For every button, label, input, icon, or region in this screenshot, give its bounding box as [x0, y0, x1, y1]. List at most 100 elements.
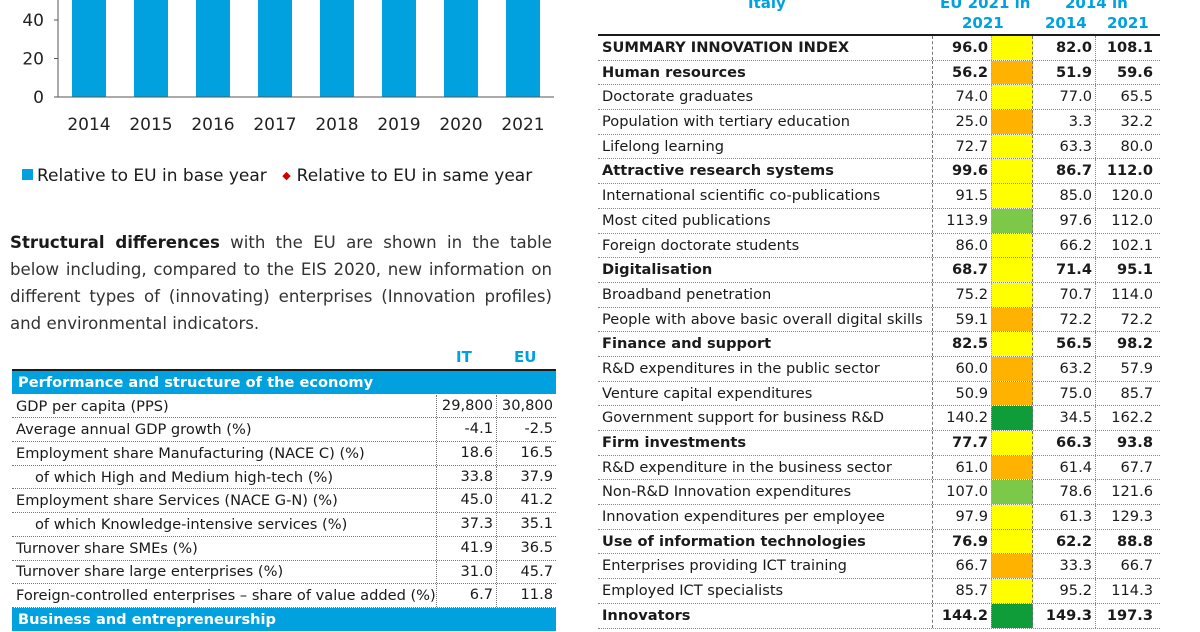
indicator-row: R&D expenditures in the public sector 60.… [598, 356, 1160, 382]
x-tick-2018: 2018 [315, 115, 358, 135]
indicator-label: Employed ICT specialists [602, 582, 784, 600]
indicator-label: Population with tertiary education [602, 113, 851, 131]
structure-row: Turnover share large enterprises (%) 31.0… [12, 560, 556, 585]
x-tick-2019: 2019 [377, 115, 420, 135]
structure-row-it-value: 18.6 [436, 442, 496, 465]
structure-row-eu-value: 45.7 [496, 560, 556, 584]
performance-color-swatch [991, 282, 1033, 307]
indicator-label: Doctorate graduates [602, 88, 754, 106]
indicator-2021-value: 114.3 [1111, 582, 1153, 600]
indicator-eu-2021-value: 82.5 [932, 332, 991, 356]
indicator-label: Use of information technologies [602, 532, 866, 550]
performance-color-swatch [991, 554, 1033, 579]
indicator-row: R&D expenditure in the business sector 61… [598, 455, 1160, 481]
structure-row-it-value: 37.3 [436, 513, 496, 536]
x-tick-2017: 2017 [253, 115, 296, 135]
indicator-2014-value: 66.2 [1033, 233, 1096, 258]
performance-color-swatch [991, 381, 1033, 406]
indicator-label: Enterprises providing ICT training [602, 557, 847, 575]
bar-2016 [196, 0, 230, 97]
indicator-eu-2021-value: 77.7 [932, 431, 991, 455]
indicator-2014-value: 97.6 [1033, 208, 1096, 233]
indicator-label: Firm investments [602, 434, 747, 451]
structure-row: Turnover share SMEs (%) 41.9 36.5 [12, 536, 556, 561]
bar-2015 [134, 0, 168, 97]
indicator-eu-2021-value: 60.0 [932, 356, 991, 381]
structure-row-label: Employment share Manufacturing (NACE C) … [16, 444, 365, 462]
col-header-it: IT [456, 348, 472, 366]
bar-2019 [382, 0, 416, 97]
indicator-eu-2021-value: 85.7 [932, 579, 991, 603]
indicator-label: Finance and support [602, 335, 772, 353]
indicator-2021-value: 65.5 [1120, 88, 1154, 106]
indicator-label: Government support for business R&D [602, 409, 885, 427]
performance-color-swatch [991, 529, 1033, 554]
indicator-label: Innovators [602, 606, 691, 624]
structure-row-label: Turnover share SMEs (%) [16, 539, 198, 557]
structure-row-it-value: 31.0 [436, 560, 496, 584]
indicator-row: Use of information technologies 76.9 62.2 8… [598, 529, 1160, 555]
indicator-label: Non-R&D Innovation expenditures [602, 483, 852, 501]
performance-color-swatch [991, 85, 1033, 110]
indicator-label: SUMMARY INNOVATION INDEX [602, 39, 850, 56]
indicator-2014-value: 78.6 [1033, 480, 1096, 505]
indicator-label: R&D expenditure in the business sector [602, 458, 892, 476]
performance-color-swatch [991, 480, 1033, 505]
structure-row-it-value: 33.8 [436, 465, 496, 489]
indicator-2014-value: 70.7 [1033, 282, 1096, 307]
indicator-2021-value: 66.7 [1120, 557, 1154, 575]
structure-row-it-value: 41.9 [436, 536, 496, 560]
indicator-label: Venture capital expenditures [602, 384, 813, 402]
performance-color-swatch [991, 258, 1033, 282]
indicator-row: Non-R&D Innovation expenditures 107.0 78.6… [598, 480, 1160, 506]
indicator-2014-value: 3.3 [1033, 110, 1096, 134]
indicator-row: Broadband penetration 75.2 70.7 114.0 [598, 282, 1160, 308]
indicator-row: Innovators 144.2 149.3 197.3 [598, 603, 1160, 629]
indicator-2021-value: 72.2 [1120, 310, 1154, 328]
indicator-eu-2021-value: 74.0 [932, 85, 991, 110]
indicator-row: Firm investments 77.7 66.3 93.8 [598, 431, 1160, 456]
section-label: Performance and structure of the economy [18, 373, 374, 391]
performance-color-swatch [991, 60, 1033, 85]
indicator-label: Digitalisation [602, 261, 713, 279]
indicator-row: Venture capital expenditures 50.9 75.0 85.7 [598, 381, 1160, 407]
performance-color-swatch [991, 159, 1033, 184]
structure-row-label: Average annual GDP growth (%) [16, 421, 252, 439]
indicator-eu-2021-value: 50.9 [932, 381, 991, 406]
indicator-2021-value: 57.9 [1120, 359, 1154, 377]
indicator-row: Digitalisation 68.7 71.4 95.1 [598, 258, 1160, 283]
indicator-table: Italy EU 2021 in 2014 in 2021 2014 2021 … [598, 0, 1160, 629]
indicator-2021-value: 85.7 [1120, 384, 1154, 402]
indicator-eu-2021-value: 59.1 [932, 307, 991, 332]
performance-color-swatch [991, 36, 1033, 60]
performance-color-swatch [991, 233, 1033, 258]
legend-swatch-base-year [22, 169, 33, 180]
indicator-eu-2021-value: 76.9 [932, 529, 991, 554]
indicator-row: Innovation expenditures per employee 97.9… [598, 505, 1160, 530]
indicator-eu-2021-value: 86.0 [932, 233, 991, 258]
indicator-eu-2021-value: 107.0 [932, 480, 991, 505]
indicator-2021-value: 32.2 [1120, 113, 1154, 131]
indicator-eu-2021-value: 140.2 [932, 406, 991, 430]
structure-row-label: Employment share Services (NACE G-N) (%) [16, 492, 338, 510]
structure-row-eu-value: -2.5 [496, 418, 556, 442]
indicator-2014-value: 61.3 [1033, 505, 1096, 529]
head-group-2014: 2014 in [1065, 0, 1128, 12]
performance-color-swatch [991, 307, 1033, 332]
x-tick-2014: 2014 [67, 115, 110, 135]
indicator-2014-value: 82.0 [1033, 36, 1096, 60]
indicator-row: Foreign doctorate students 86.0 66.2 102.1 [598, 233, 1160, 259]
indicator-eu-2021-value: 56.2 [932, 60, 991, 85]
x-tick-2020: 2020 [439, 115, 482, 135]
structure-row-eu-value: 36.5 [496, 536, 556, 560]
indicator-label: Most cited publications [602, 211, 771, 229]
indicator-2014-value: 66.3 [1033, 431, 1096, 455]
indicator-2021-value: 95.1 [1116, 261, 1153, 279]
indicator-2021-value: 112.0 [1111, 211, 1153, 229]
indicator-2014-value: 34.5 [1033, 406, 1096, 430]
structure-row-it-value: 6.7 [436, 584, 496, 607]
structure-row-label: Turnover share large enterprises (%) [16, 563, 284, 581]
bar-2020 [444, 0, 478, 97]
structural-differences-paragraph: Structural differences with the EU are s… [10, 229, 552, 337]
bar-2017 [258, 0, 292, 97]
